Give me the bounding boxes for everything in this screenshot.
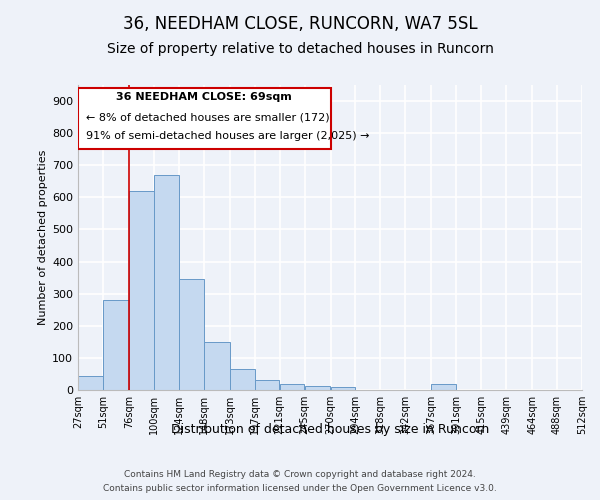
Bar (154, 175, 179, 390)
Text: 36, NEEDHAM CLOSE, RUNCORN, WA7 5SL: 36, NEEDHAM CLOSE, RUNCORN, WA7 5SL (122, 15, 478, 33)
Bar (431, 384, 456, 390)
Bar (78, 376, 103, 390)
Text: Contains public sector information licensed under the Open Government Licence v3: Contains public sector information licen… (103, 484, 497, 493)
Y-axis label: Number of detached properties: Number of detached properties (38, 150, 48, 325)
Text: Size of property relative to detached houses in Runcorn: Size of property relative to detached ho… (107, 42, 493, 56)
Text: 36 NEEDHAM CLOSE: 69sqm: 36 NEEDHAM CLOSE: 69sqm (116, 92, 292, 102)
FancyBboxPatch shape (78, 88, 331, 149)
Bar (129, 191, 154, 390)
Bar (280, 384, 304, 390)
Bar (179, 279, 203, 390)
Bar (230, 369, 254, 390)
Bar (204, 342, 230, 390)
Bar (255, 380, 280, 390)
Bar (331, 387, 355, 390)
Bar (305, 386, 331, 390)
Text: ← 8% of detached houses are smaller (172): ← 8% of detached houses are smaller (172… (86, 112, 330, 122)
Text: Contains HM Land Registry data © Crown copyright and database right 2024.: Contains HM Land Registry data © Crown c… (124, 470, 476, 479)
Text: 91% of semi-detached houses are larger (2,025) →: 91% of semi-detached houses are larger (… (86, 131, 370, 141)
Bar (103, 300, 129, 390)
Text: Distribution of detached houses by size in Runcorn: Distribution of detached houses by size … (171, 422, 489, 436)
